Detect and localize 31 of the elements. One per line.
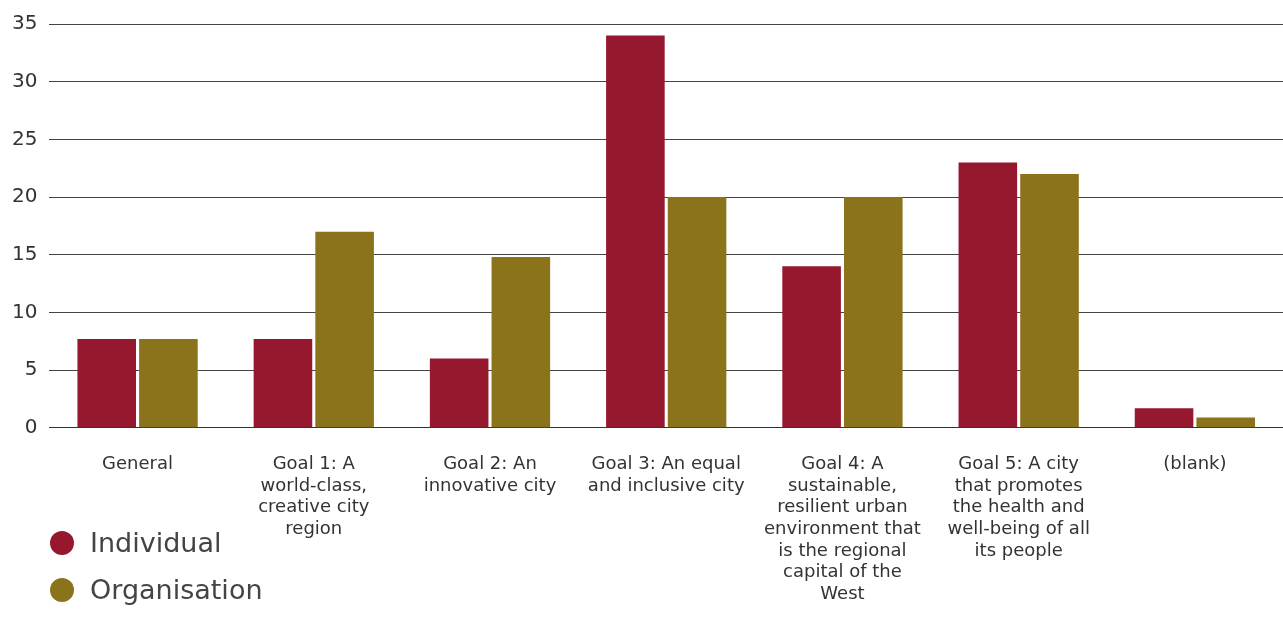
bar <box>782 266 841 428</box>
y-tick-label: 10 <box>12 298 38 323</box>
y-tick-label: 0 <box>24 414 38 438</box>
bar <box>1134 408 1194 428</box>
bar <box>315 231 374 428</box>
bar <box>429 358 489 428</box>
bar <box>958 162 1018 428</box>
x-tick-label: Goal 5: A city that promotes the health and well-being of all its people <box>947 452 1090 560</box>
y-tick-label: 25 <box>12 125 38 150</box>
bar <box>139 338 198 428</box>
bar <box>253 338 313 428</box>
bar <box>606 35 665 428</box>
y-tick-label: 5 <box>24 356 38 381</box>
x-tick-label: Goal 1: A world-class, creative city region <box>258 452 370 539</box>
x-tick-label: Goal 4: A sustainable, resilient urban environment that is the regional capital of the West <box>763 452 921 603</box>
bar <box>1020 173 1079 428</box>
bar <box>491 257 551 428</box>
y-tick-label: 15 <box>12 240 38 265</box>
bar <box>77 338 137 428</box>
legend-label: Individual <box>90 527 222 558</box>
x-tick-label: General <box>102 452 174 474</box>
x-tick-label: Goal 3: An equal and inclusive city <box>587 452 745 495</box>
bar <box>843 197 903 428</box>
y-tick-label: 20 <box>12 183 38 208</box>
bar <box>667 197 727 428</box>
bar <box>1196 417 1256 428</box>
x-tick-label: (blank) <box>1163 452 1227 474</box>
legend-label: Organisation <box>90 574 263 605</box>
y-tick-label: 30 <box>12 67 38 92</box>
y-tick-label: 35 <box>12 10 38 35</box>
x-tick-label: Goal 2: An innovative city <box>423 452 557 495</box>
